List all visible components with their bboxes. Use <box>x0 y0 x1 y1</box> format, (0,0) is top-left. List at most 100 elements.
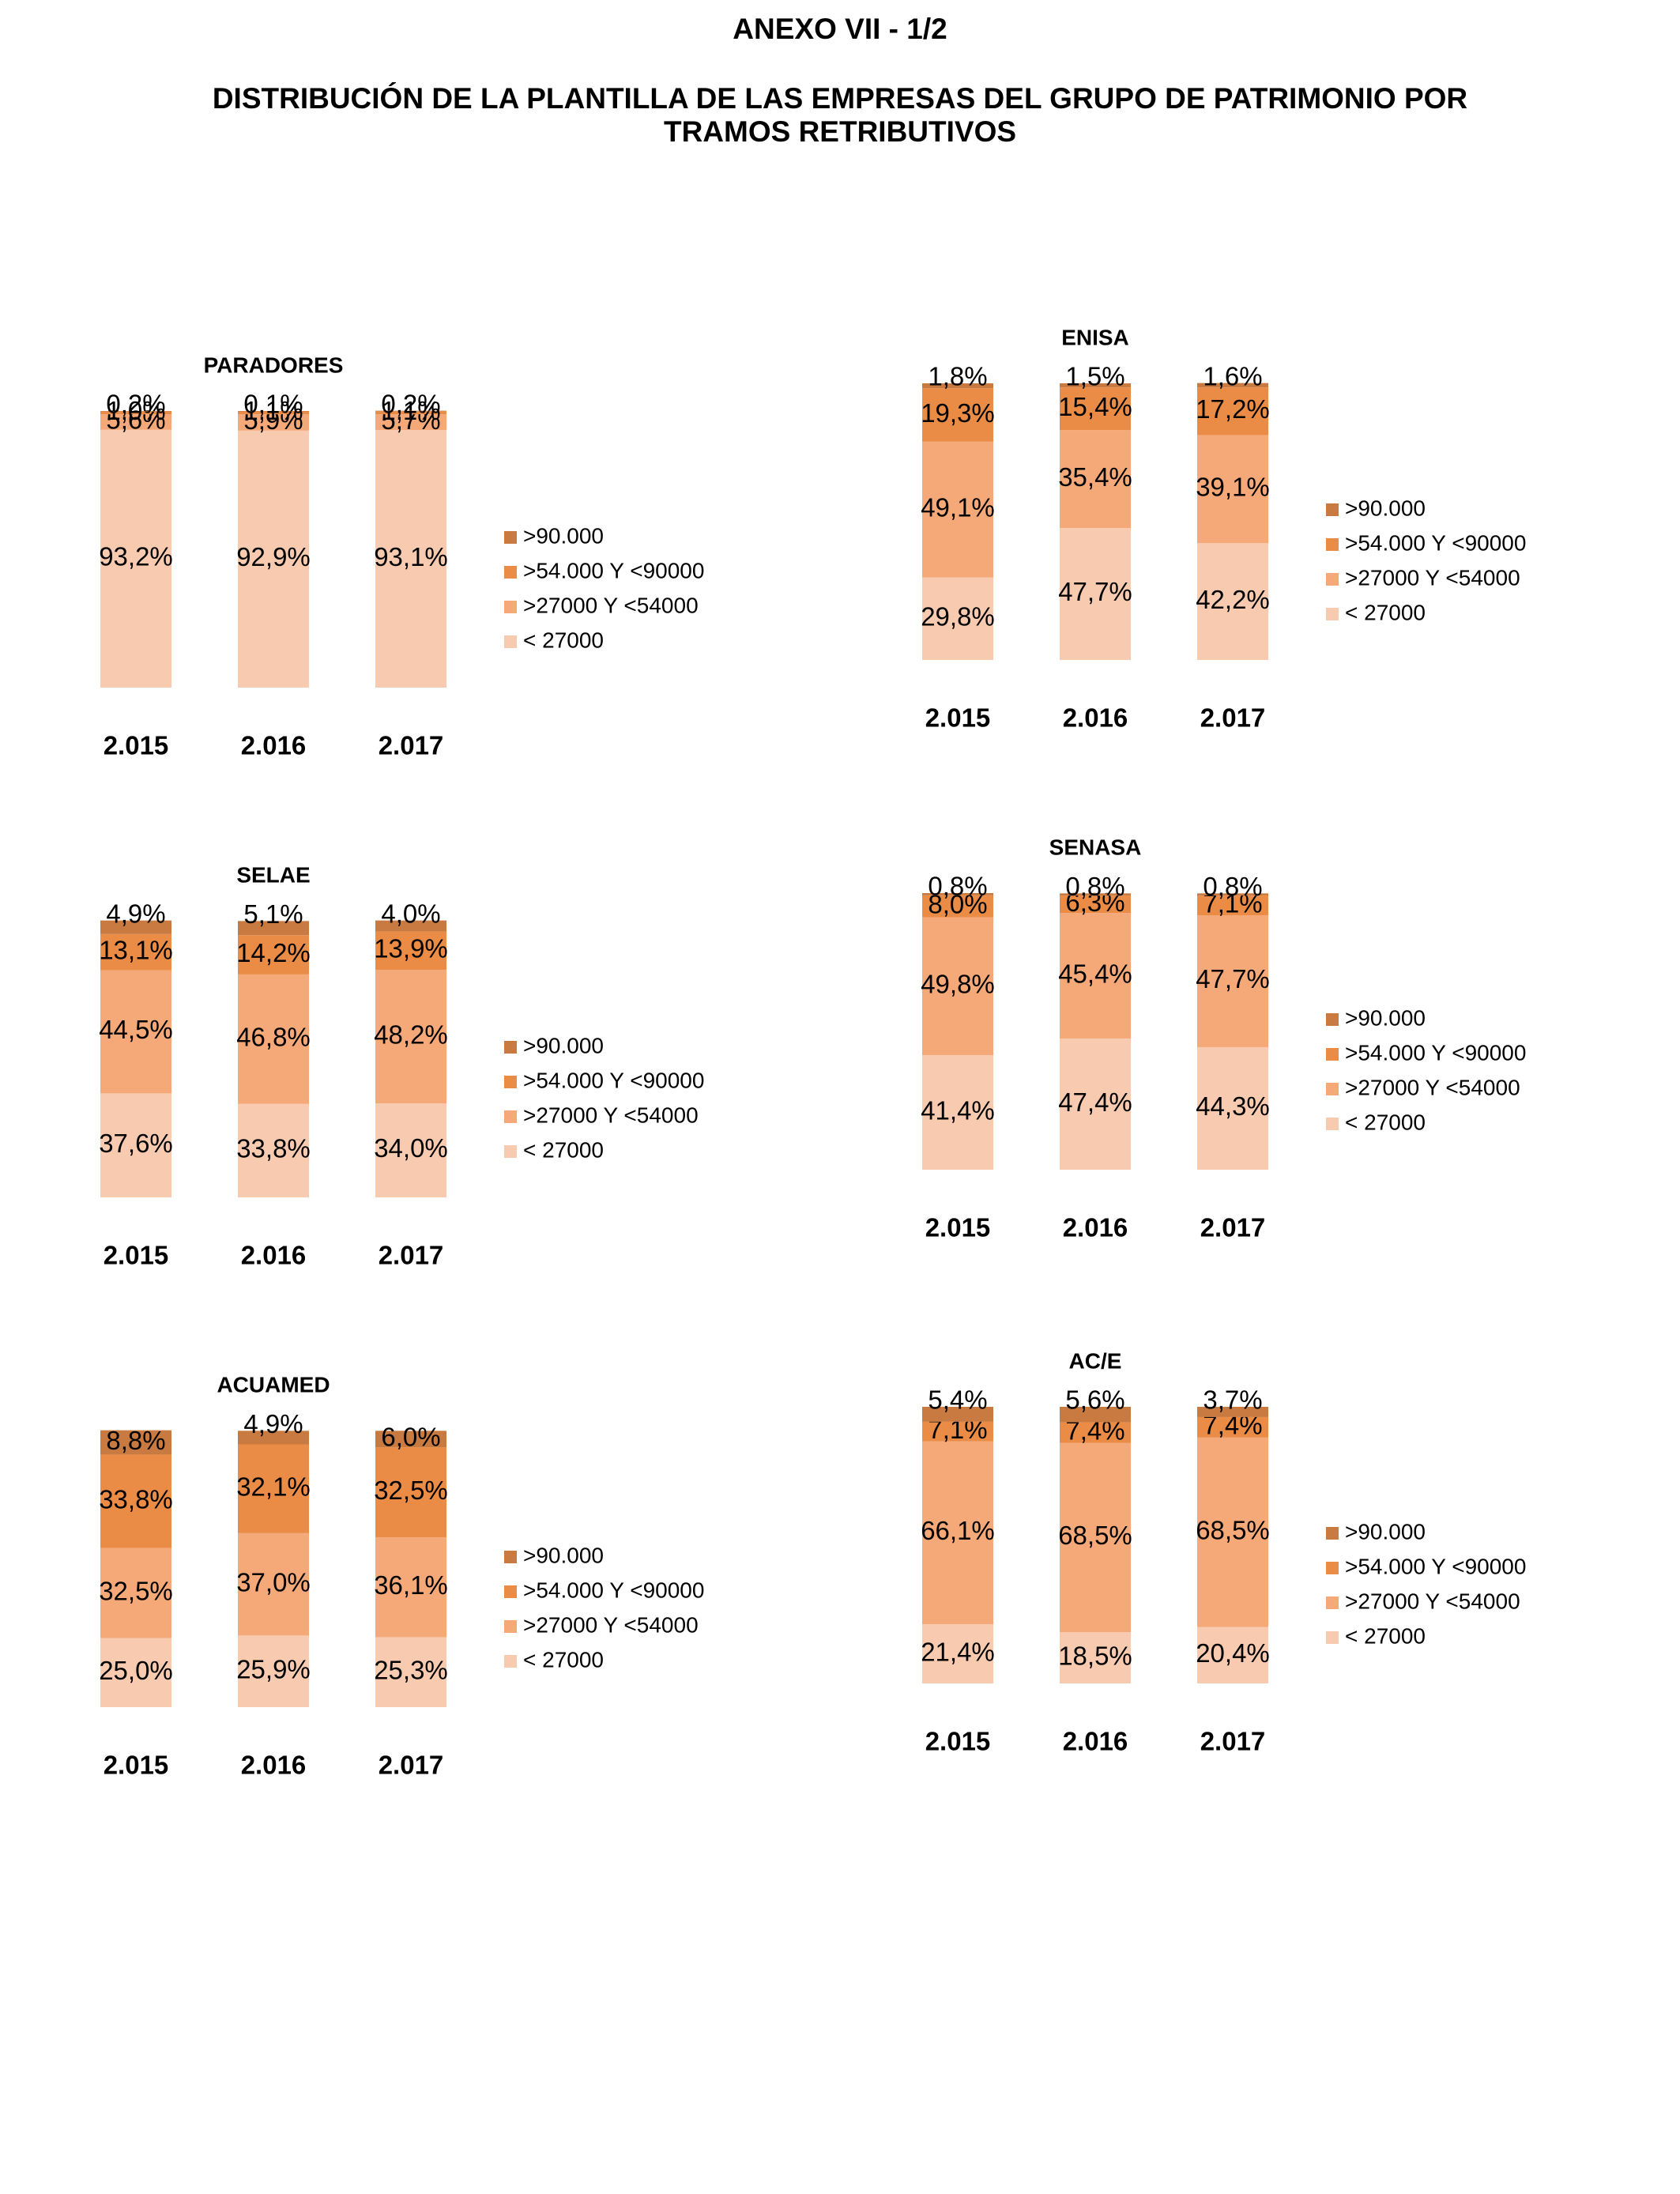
senasa-year-2-016: 2.016 <box>1063 1213 1128 1242</box>
selae-bar-2-016-90-000 <box>238 921 309 936</box>
senasa-bar-2-016-90-000 <box>1060 893 1131 896</box>
senasa-bar-2-017-54-000-y-90000 <box>1197 895 1268 915</box>
ac-e-legend-label-27000-y-54000: >27000 Y <54000 <box>1345 1589 1520 1613</box>
senasa-label-2-016-27000-y-54000: 45,4% <box>1058 959 1132 988</box>
ac-e-legend-swatch-90-000 <box>1326 1527 1339 1540</box>
enisa-bar-2-015-27000-y-54000 <box>922 441 993 578</box>
acuamed-legend-label-54-000-y-90000: >54.000 Y <90000 <box>523 1578 704 1602</box>
ac-e-label-2-015-90-000: 5,4% <box>928 1385 987 1415</box>
acuamed-legend-swatch-54-000-y-90000 <box>504 1585 517 1598</box>
ac-e-label-2-016-90-000: 5,6% <box>1065 1385 1124 1415</box>
ac-e-legend-swatch-27000 <box>1326 1631 1339 1644</box>
selae-legend-swatch-27000 <box>504 1145 517 1158</box>
paradores-bar-2-015-27000 <box>100 429 171 688</box>
selae-label-2-017-54-000-y-90000: 13,9% <box>374 934 448 963</box>
ac-e-bar-2-017-27000 <box>1197 1627 1268 1683</box>
enisa-label-2-015-90-000: 1,8% <box>928 362 987 391</box>
selae-label-2-017-90-000: 4,0% <box>381 899 440 928</box>
paradores-legend-label-90-000: >90.000 <box>523 523 604 548</box>
enisa-legend-label-54-000-y-90000: >54.000 Y <90000 <box>1345 530 1526 555</box>
enisa-legend-swatch-27000 <box>1326 608 1339 620</box>
senasa-bar-2-015-27000 <box>922 1055 993 1170</box>
ac-e-bar-2-016-27000 <box>1060 1632 1131 1683</box>
acuamed-label-2-016-54-000-y-90000: 32,1% <box>236 1472 311 1501</box>
chart-acuamed: ACUAMED 25,0% 32,5% 33,8% 8,8% 2.015 25,9% 37,0… <box>71 1367 782 1794</box>
acuamed-legend-label-27000-y-54000: >27000 Y <54000 <box>523 1612 699 1637</box>
acuamed-bar-2-015-27000-y-54000 <box>100 1547 171 1638</box>
senasa-year-2-017: 2.017 <box>1200 1213 1266 1242</box>
paradores-label-2-016-90-000: 0,1% <box>243 390 303 419</box>
selae-bar-2-016-54-000-y-90000 <box>238 935 309 974</box>
senasa-label-2-015-27000-y-54000: 49,8% <box>921 970 995 999</box>
enisa-title: ENISA <box>1061 325 1129 349</box>
paradores-year-2-016: 2.016 <box>241 731 307 760</box>
ac-e-label-2-016-27000: 18,5% <box>1058 1641 1132 1670</box>
selae-label-2-016-90-000: 5,1% <box>243 899 303 929</box>
enisa-label-2-016-54-000-y-90000: 15,4% <box>1058 392 1132 421</box>
acuamed-label-2-016-27000-y-54000: 37,0% <box>236 1567 311 1596</box>
page-title: ANEXO VII - 1/2 <box>733 13 947 45</box>
paradores-bar-2-017-27000-y-54000 <box>375 414 446 431</box>
senasa-legend-label-90-000: >90.000 <box>1345 1005 1426 1030</box>
senasa-legend-label-27000: < 27000 <box>1345 1110 1426 1134</box>
acuamed-label-2-015-27000: 25,0% <box>99 1656 173 1685</box>
paradores-bar-2-016-54-000-y-90000 <box>238 411 309 415</box>
senasa-label-2-017-27000: 44,3% <box>1196 1091 1270 1121</box>
senasa-bar-2-015-27000-y-54000 <box>922 917 993 1056</box>
paradores-legend-label-27000-y-54000: >27000 Y <54000 <box>523 593 699 617</box>
selae-bar-2-015-27000-y-54000 <box>100 970 171 1094</box>
acuamed-bar-2-015-90-000 <box>100 1430 171 1455</box>
senasa-legend-swatch-27000-y-54000 <box>1326 1083 1339 1095</box>
enisa-label-2-015-54-000-y-90000: 19,3% <box>921 398 995 428</box>
acuamed-legend-swatch-90-000 <box>504 1551 517 1563</box>
selae-bar-2-015-90-000 <box>100 920 171 934</box>
enisa-year-2-016: 2.016 <box>1063 703 1128 733</box>
chart-ace: AC/E 21,4% 66,1% 7,1% 5,4% 2.015 18,5% 68,5% 7,4… <box>893 1344 1604 1770</box>
acuamed-bar-2-017-27000-y-54000 <box>375 1537 446 1638</box>
enisa-label-2-017-90-000: 1,6% <box>1203 361 1262 390</box>
acuamed-label-2-016-90-000: 4,9% <box>243 1409 303 1438</box>
ac-e-label-2-016-27000-y-54000: 68,5% <box>1058 1521 1132 1550</box>
paradores-bar-2-017-54-000-y-90000 <box>375 411 446 415</box>
enisa-label-2-016-90-000: 1,5% <box>1065 362 1124 391</box>
enisa-label-2-017-54-000-y-90000: 17,2% <box>1196 394 1270 424</box>
selae-label-2-016-54-000-y-90000: 14,2% <box>236 938 311 967</box>
chart-senasa: SENASA 41,4% 49,8% 8,0% 0,8% 2.015 47,4% 45,4% 6… <box>893 830 1604 1257</box>
selae-bar-2-017-90-000 <box>375 920 446 932</box>
acuamed-year-2-017: 2.017 <box>379 1751 444 1780</box>
ac-e-bar-2-017-90-000 <box>1197 1407 1268 1417</box>
chart-enisa: ENISA 29,8% 49,1% 19,3% 1,8% 2.015 47,7% 35,4% 1… <box>893 320 1604 747</box>
paradores-legend-swatch-54-000-y-90000 <box>504 566 517 579</box>
chart-ace-svg: AC/E21,4%66,1%7,1%5,4%2.01518,5%68,5%7,4… <box>921 1348 1526 1755</box>
senasa-bar-2-017-90-000 <box>1197 893 1268 896</box>
paradores-legend-label-54-000-y-90000: >54.000 Y <90000 <box>523 558 704 582</box>
enisa-legend-swatch-90-000 <box>1326 503 1339 516</box>
senasa-year-2-015: 2.015 <box>925 1213 991 1242</box>
enisa-bar-2-017-90-000 <box>1197 383 1268 388</box>
paradores-label-2-015-27000-y-54000: 5,6% <box>106 405 165 435</box>
enisa-bar-2-015-90-000 <box>922 383 993 389</box>
selae-label-2-017-27000-y-54000: 48,2% <box>374 1020 448 1049</box>
acuamed-legend-label-27000: < 27000 <box>523 1647 604 1672</box>
selae-legend-label-54-000-y-90000: >54.000 Y <90000 <box>523 1068 704 1092</box>
page-subtitle-line-1: DISTRIBUCIÓN DE LA PLANTILLA DE LAS EMPR… <box>212 82 1468 115</box>
selae-label-2-015-54-000-y-90000: 13,1% <box>99 935 173 964</box>
page-subtitle-line-2: TRAMOS RETRIBUTIVOS <box>663 115 1017 148</box>
ac-e-bar-2-015-90-000 <box>922 1407 993 1422</box>
senasa-bar-2-016-27000 <box>1060 1039 1131 1170</box>
selae-label-2-015-90-000: 4,9% <box>106 899 165 928</box>
enisa-bar-2-015-27000 <box>922 577 993 660</box>
enisa-label-2-016-27000-y-54000: 35,4% <box>1058 462 1132 492</box>
paradores-year-2-015: 2.015 <box>104 731 169 760</box>
senasa-legend-label-27000-y-54000: >27000 Y <54000 <box>1345 1075 1520 1099</box>
chart-selae-svg: SELAE 37,6% 44,5% 13,1% 4,9% 2.015 33,8% 46,8% 1… <box>99 862 704 1270</box>
senasa-bar-2-015-90-000 <box>922 893 993 895</box>
enisa-bar-2-016-27000 <box>1060 528 1131 660</box>
paradores-label-2-016-27000: 92,9% <box>236 542 311 571</box>
paradores-legend-swatch-27000 <box>504 635 517 648</box>
acuamed-year-2-015: 2.015 <box>104 1751 169 1780</box>
ac-e-legend-swatch-27000-y-54000 <box>1326 1596 1339 1609</box>
paradores-title: PARADORES <box>204 352 344 377</box>
ac-e-legend-label-27000: < 27000 <box>1345 1623 1426 1648</box>
selae-year-2-017: 2.017 <box>379 1241 444 1270</box>
